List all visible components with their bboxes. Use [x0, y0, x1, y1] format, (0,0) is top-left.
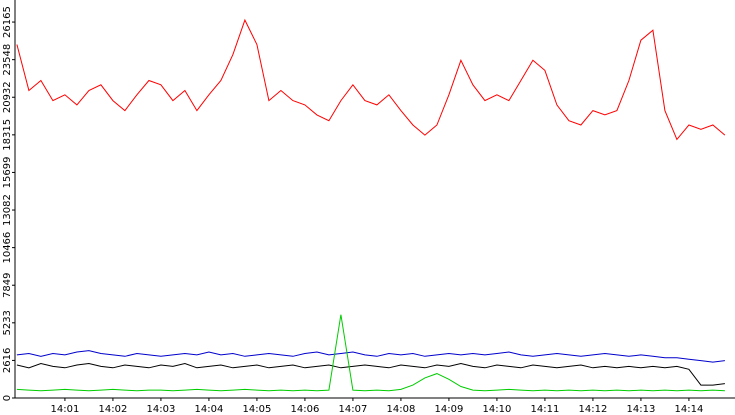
x-tick-label: 14:04 — [195, 404, 224, 415]
y-tick-label: 26165 — [2, 6, 13, 38]
y-tick-label: 13082 — [2, 194, 13, 226]
x-tick-label: 14:05 — [243, 404, 272, 415]
x-tick-label: 14:08 — [387, 404, 416, 415]
x-tick-label: 14:06 — [291, 404, 320, 415]
x-tick-label: 14:14 — [675, 404, 704, 415]
x-tick-label: 14:12 — [579, 404, 608, 415]
x-tick-label: 14:02 — [99, 404, 128, 415]
series-line — [16, 18, 726, 141]
series-line — [16, 350, 725, 363]
series-line — [16, 314, 725, 392]
y-tick-label: 2616 — [2, 348, 13, 373]
x-tick-label: 14:09 — [435, 404, 464, 415]
y-tick-label: 7849 — [2, 272, 13, 297]
x-tick-label: 14:03 — [147, 404, 176, 415]
x-tick-label: 14:01 — [51, 404, 80, 415]
y-tick-label: 0 — [2, 395, 13, 401]
x-tick-label: 14:10 — [483, 404, 512, 415]
y-tick-label: 23548 — [2, 44, 13, 76]
x-tick-label: 14:07 — [339, 404, 368, 415]
y-tick-label: 5233 — [2, 310, 13, 335]
x-tick-label: 14:11 — [531, 404, 560, 415]
y-tick-label: 15699 — [2, 157, 13, 189]
y-tick-label: 10466 — [2, 232, 13, 264]
y-tick-label: 18315 — [2, 119, 13, 151]
y-tick-label: 20932 — [2, 81, 13, 113]
x-tick-label: 14:13 — [627, 404, 656, 415]
series-line — [16, 362, 725, 386]
